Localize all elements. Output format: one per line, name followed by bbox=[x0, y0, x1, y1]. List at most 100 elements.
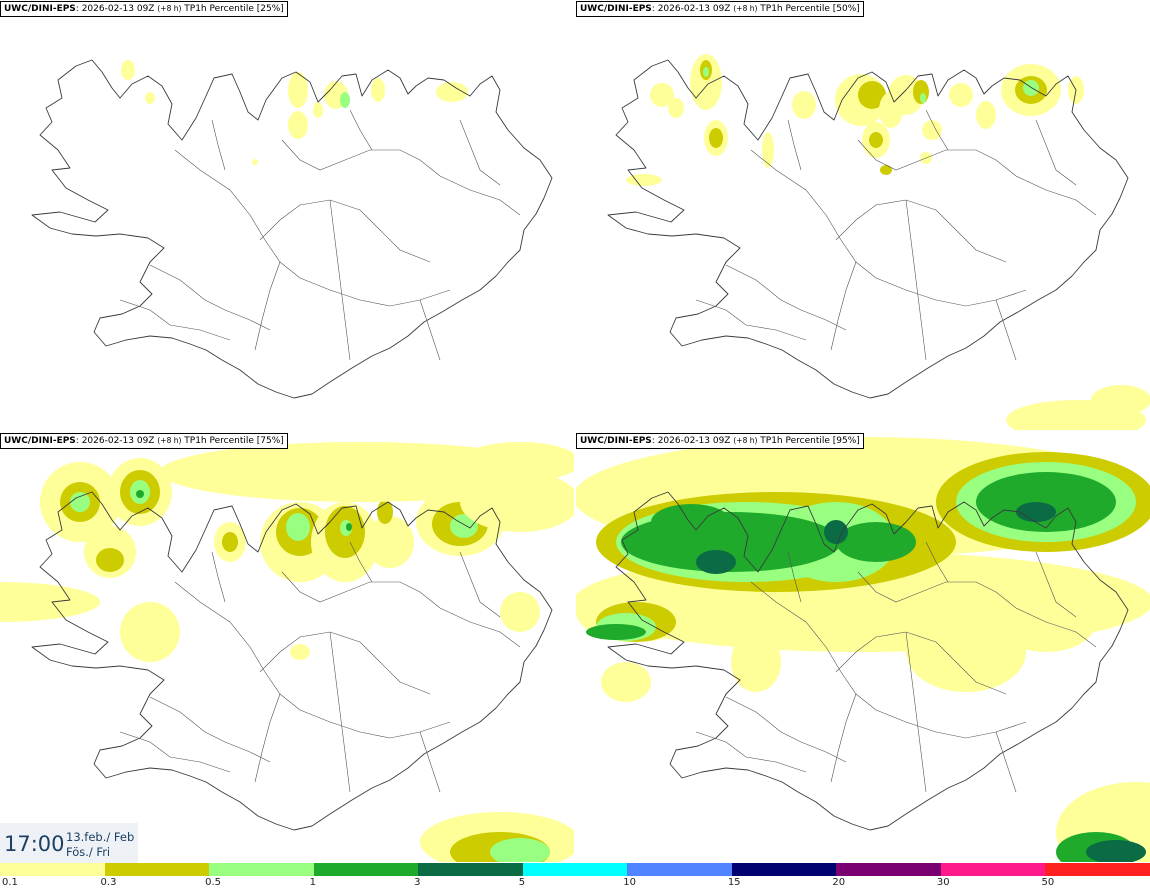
legend-swatch bbox=[313, 863, 420, 876]
valid-date: 13.feb./ Feb Fös./ Fri bbox=[66, 830, 134, 860]
product-name: TP1h Percentile [75%] bbox=[184, 436, 284, 446]
road-line bbox=[329, 199, 351, 361]
road-line bbox=[830, 693, 857, 783]
road-line bbox=[857, 139, 1017, 177]
precip-area bbox=[601, 662, 651, 702]
map-canvas bbox=[576, 437, 1150, 862]
precip-area bbox=[731, 632, 781, 692]
panel-title: UWC/DINI-EPS: 2026-02-13 09Z (+8 h) TP1h… bbox=[0, 433, 288, 449]
road-line bbox=[695, 299, 807, 341]
precip-area bbox=[626, 174, 662, 186]
road-line bbox=[750, 581, 1027, 739]
precip-area bbox=[288, 72, 308, 108]
map-canvas bbox=[607, 54, 1150, 430]
precip-area bbox=[346, 523, 352, 531]
road-line bbox=[695, 731, 807, 773]
road-line bbox=[149, 696, 271, 763]
valid-date-line2: Fös./ Fri bbox=[66, 845, 111, 859]
run-time: : 2026-02-13 09Z bbox=[75, 436, 155, 446]
precip-area bbox=[586, 624, 646, 640]
precip-area bbox=[836, 522, 916, 562]
precip-area bbox=[696, 550, 736, 574]
legend-swatch bbox=[0, 863, 106, 876]
legend-tick-label: 5 bbox=[518, 877, 526, 888]
road-line bbox=[750, 149, 1027, 307]
run-time: : 2026-02-13 09Z bbox=[651, 4, 731, 14]
road-line bbox=[349, 109, 373, 151]
road-line bbox=[787, 551, 802, 603]
legend-tick-label: 3 bbox=[414, 877, 421, 888]
legend-tick-label: 15 bbox=[727, 877, 741, 888]
road-line bbox=[925, 541, 949, 583]
precip-area bbox=[1086, 840, 1146, 862]
precip-area bbox=[1016, 502, 1056, 522]
road-line bbox=[119, 731, 231, 773]
valid-date-line1: 13.feb./ Feb bbox=[66, 830, 135, 844]
precip-area bbox=[703, 67, 709, 77]
precip-area bbox=[222, 532, 238, 552]
valid-time: 17:00 bbox=[4, 832, 65, 856]
model-name: UWC/DINI-EPS bbox=[580, 4, 652, 14]
road-line bbox=[1015, 607, 1097, 648]
legend-swatch bbox=[522, 863, 629, 876]
precip-layer bbox=[121, 60, 468, 165]
road-line bbox=[211, 119, 226, 171]
precip-area bbox=[880, 165, 892, 175]
precip-area bbox=[709, 128, 723, 148]
model-name: UWC/DINI-EPS bbox=[580, 436, 652, 446]
coastline bbox=[31, 59, 553, 399]
precip-area bbox=[949, 83, 973, 107]
map-panel-p50: UWC/DINI-EPS: 2026-02-13 09Z (+8 h) TP1h… bbox=[576, 0, 1150, 430]
legend-tick-label: 0.1 bbox=[2, 877, 18, 888]
precip-area bbox=[976, 101, 996, 129]
coastline bbox=[31, 491, 553, 831]
road-line bbox=[211, 551, 226, 603]
road-line bbox=[459, 119, 501, 186]
precip-area bbox=[252, 159, 258, 165]
map-panel-p25: UWC/DINI-EPS: 2026-02-13 09Z (+8 h) TP1h… bbox=[0, 0, 574, 430]
road-line bbox=[419, 299, 441, 361]
legend-tick-label: 10 bbox=[623, 877, 636, 888]
precip-area bbox=[1023, 80, 1039, 96]
precip-area bbox=[858, 81, 886, 109]
precip-area bbox=[824, 520, 848, 544]
precip-layer bbox=[626, 54, 1150, 430]
legend-tick-label: 20 bbox=[832, 877, 846, 888]
precip-area bbox=[436, 82, 468, 102]
road-line bbox=[905, 631, 927, 793]
precip-area bbox=[668, 98, 684, 118]
precip-layer bbox=[576, 437, 1150, 862]
road-line bbox=[1035, 551, 1077, 618]
road-line bbox=[830, 261, 857, 351]
road-line bbox=[787, 119, 802, 171]
run-time: : 2026-02-13 09Z bbox=[651, 436, 731, 446]
map-canvas bbox=[0, 442, 574, 862]
legend-tick-label: 1 bbox=[309, 877, 316, 888]
precip-area bbox=[762, 132, 774, 168]
precip-area bbox=[651, 504, 731, 540]
road-line bbox=[995, 731, 1017, 793]
road-line bbox=[174, 149, 451, 307]
road-line bbox=[259, 199, 431, 263]
road-line bbox=[439, 607, 521, 648]
legend-swatch bbox=[940, 863, 1047, 876]
road-line bbox=[925, 109, 949, 151]
color-legend: 0.1 0.3 0.5 1 3 5 10 15 20 30 50 bbox=[0, 863, 1150, 891]
road-line bbox=[1015, 175, 1097, 216]
road-line bbox=[905, 199, 927, 361]
precip-area bbox=[120, 602, 180, 662]
valid-time-box: 17:00 13.feb./ Feb Fös./ Fri bbox=[0, 823, 138, 863]
road-line bbox=[119, 299, 231, 341]
legend-tick-label: 0.3 bbox=[100, 877, 117, 888]
panel-title: UWC/DINI-EPS: 2026-02-13 09Z (+8 h) TP1h… bbox=[0, 1, 288, 17]
road-line bbox=[281, 571, 441, 609]
legend-swatch bbox=[731, 863, 838, 876]
precip-area bbox=[313, 102, 323, 118]
lead-time: (+8 h) bbox=[157, 4, 182, 13]
lead-time: (+8 h) bbox=[733, 4, 758, 13]
road-line bbox=[254, 261, 281, 351]
model-name: UWC/DINI-EPS bbox=[4, 436, 76, 446]
precip-area bbox=[371, 78, 385, 102]
precip-area bbox=[490, 838, 550, 862]
model-name: UWC/DINI-EPS bbox=[4, 4, 76, 14]
